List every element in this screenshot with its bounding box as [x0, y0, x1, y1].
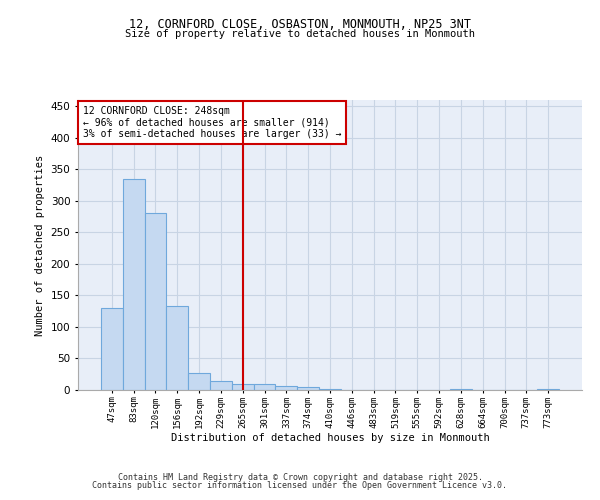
Bar — [188, 373, 210, 390]
Bar — [232, 384, 254, 390]
X-axis label: Distribution of detached houses by size in Monmouth: Distribution of detached houses by size … — [170, 434, 490, 444]
Bar — [123, 179, 145, 390]
Bar — [166, 306, 188, 390]
Text: 12, CORNFORD CLOSE, OSBASTON, MONMOUTH, NP25 3NT: 12, CORNFORD CLOSE, OSBASTON, MONMOUTH, … — [129, 18, 471, 30]
Text: Size of property relative to detached houses in Monmouth: Size of property relative to detached ho… — [125, 29, 475, 39]
Bar — [450, 388, 472, 390]
Text: 12 CORNFORD CLOSE: 248sqm
← 96% of detached houses are smaller (914)
3% of semi-: 12 CORNFORD CLOSE: 248sqm ← 96% of detac… — [83, 106, 341, 139]
Text: Contains HM Land Registry data © Crown copyright and database right 2025.: Contains HM Land Registry data © Crown c… — [118, 472, 482, 482]
Bar — [210, 380, 232, 390]
Bar — [254, 384, 275, 390]
Text: Contains public sector information licensed under the Open Government Licence v3: Contains public sector information licen… — [92, 481, 508, 490]
Bar — [145, 214, 166, 390]
Y-axis label: Number of detached properties: Number of detached properties — [35, 154, 45, 336]
Bar — [297, 387, 319, 390]
Bar — [275, 386, 297, 390]
Bar — [537, 388, 559, 390]
Bar — [101, 308, 123, 390]
